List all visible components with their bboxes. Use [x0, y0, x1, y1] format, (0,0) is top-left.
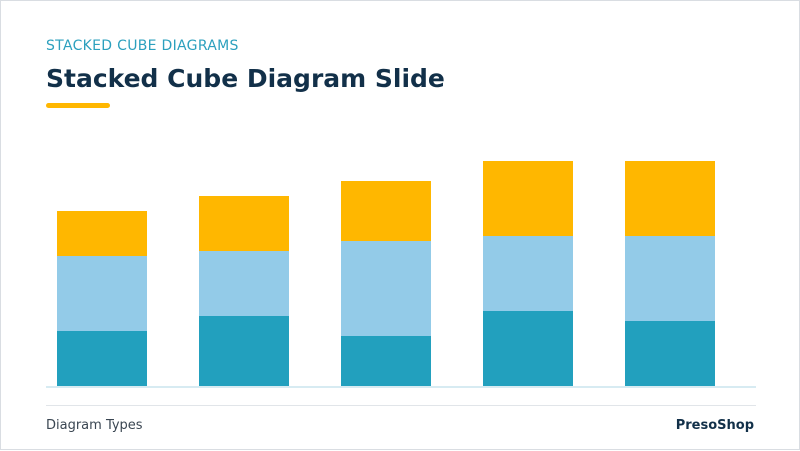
- bar-stack-3: [341, 181, 431, 386]
- bar-3-segment-1: [341, 336, 431, 386]
- bar-2-segment-3: [199, 196, 289, 251]
- bar-1-segment-1: [57, 331, 147, 386]
- brand-name: PresoShop: [675, 418, 754, 433]
- bar-2-segment-2: [199, 251, 289, 316]
- footer-label: Diagram Types: [46, 418, 143, 433]
- bar-3-segment-3: [341, 181, 431, 241]
- slide-eyebrow: STACKED CUBE DIAGRAMS: [46, 38, 239, 54]
- bar-4-segment-2: [483, 236, 573, 311]
- title-underline: [46, 103, 110, 108]
- bar-5-segment-3: [625, 161, 715, 236]
- bar-2-segment-1: [199, 316, 289, 386]
- bar-stack-2: [199, 196, 289, 386]
- slide-title: Stacked Cube Diagram Slide: [46, 64, 445, 93]
- bar-4-segment-1: [483, 311, 573, 386]
- bar-5-segment-1: [625, 321, 715, 386]
- footer-divider: [46, 405, 756, 406]
- bar-1-segment-3: [57, 211, 147, 256]
- bar-stack-4: [483, 161, 573, 386]
- bar-1-segment-2: [57, 256, 147, 331]
- bar-4-segment-3: [483, 161, 573, 236]
- bar-3-segment-2: [341, 241, 431, 336]
- bar-stack-1: [57, 211, 147, 386]
- bar-5-segment-2: [625, 236, 715, 321]
- bar-stack-5: [625, 161, 715, 386]
